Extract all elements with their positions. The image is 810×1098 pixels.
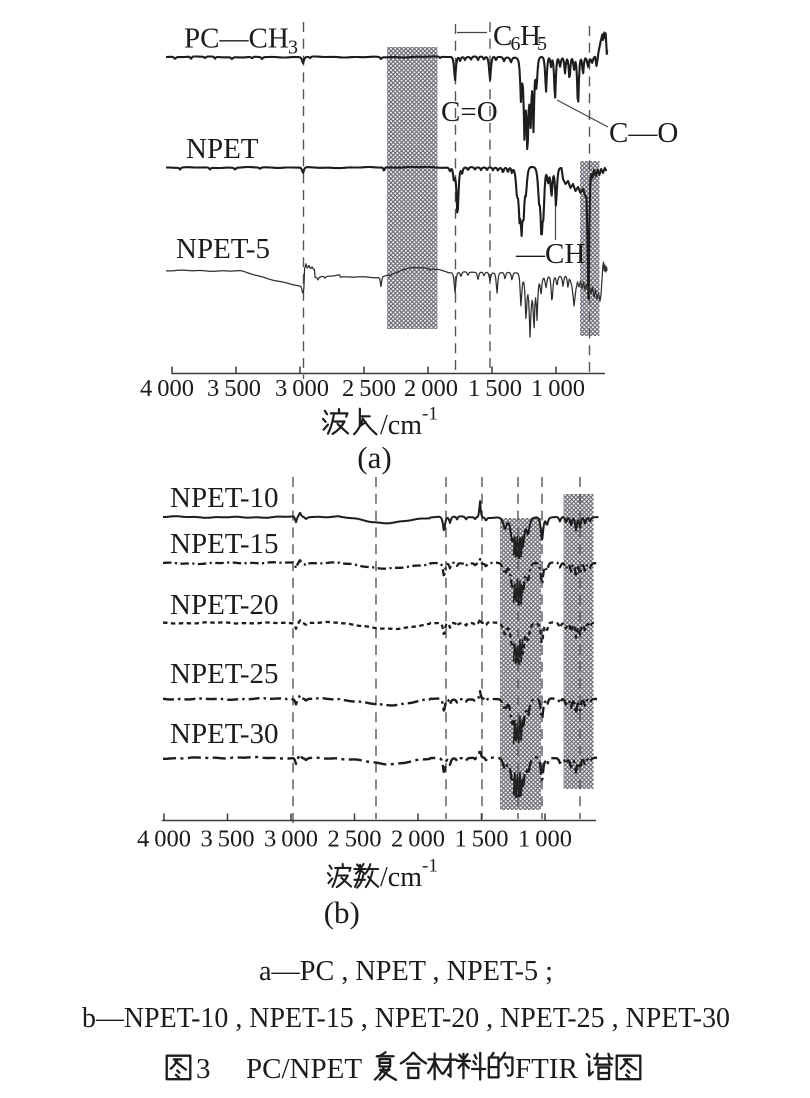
svg-text:4 000: 4 000 <box>140 375 194 402</box>
svg-text:—CH: —CH <box>515 238 585 270</box>
svg-text:3 000: 3 000 <box>275 375 329 402</box>
svg-text:(b): (b) <box>324 895 360 930</box>
svg-text:a—PC , NPET , NPET-5 ;: a—PC , NPET , NPET-5 ; <box>259 955 553 987</box>
svg-text:3 500: 3 500 <box>201 826 255 853</box>
svg-text:NPET-30: NPET-30 <box>170 718 279 750</box>
svg-text:1 000: 1 000 <box>531 375 585 402</box>
svg-text:C=O: C=O <box>441 96 498 128</box>
svg-text:2 000: 2 000 <box>391 826 445 853</box>
svg-text:1 500: 1 500 <box>468 375 522 402</box>
svg-text:/cm: /cm <box>380 410 422 441</box>
svg-text:NPET-15: NPET-15 <box>170 528 279 560</box>
svg-text:3 500: 3 500 <box>207 375 261 402</box>
svg-text:6: 6 <box>511 33 521 55</box>
svg-text:2 500: 2 500 <box>342 375 396 402</box>
svg-text:2 500: 2 500 <box>328 826 382 853</box>
svg-text:NPET-10: NPET-10 <box>170 482 279 514</box>
svg-text:/cm: /cm <box>380 862 422 893</box>
svg-text:3 000: 3 000 <box>264 826 318 853</box>
svg-text:1 500: 1 500 <box>455 826 509 853</box>
svg-text:-1: -1 <box>422 404 438 425</box>
svg-text:NPET-25: NPET-25 <box>170 658 279 690</box>
svg-text:NPET-5: NPET-5 <box>176 233 270 265</box>
svg-text:C: C <box>493 20 512 52</box>
svg-text:NPET-20: NPET-20 <box>170 589 279 621</box>
svg-text:H: H <box>520 20 541 52</box>
svg-text:2 000: 2 000 <box>404 375 458 402</box>
svg-text:b—NPET-10 , NPET-15 , NPET-20: b—NPET-10 , NPET-15 , NPET-20 , NPET-25 … <box>82 1002 730 1034</box>
svg-text:(a): (a) <box>357 440 391 475</box>
svg-text:NPET: NPET <box>186 133 259 165</box>
svg-text:3: 3 <box>288 37 298 59</box>
svg-text:3: 3 <box>196 1053 211 1085</box>
svg-text:5: 5 <box>537 33 547 55</box>
svg-text:C—O: C—O <box>609 117 678 149</box>
svg-text:PC—CH: PC—CH <box>184 23 289 55</box>
svg-text:4 000: 4 000 <box>137 826 191 853</box>
svg-text:PC/NPET: PC/NPET <box>246 1053 362 1085</box>
svg-text:FTIR: FTIR <box>515 1053 579 1085</box>
svg-text:-1: -1 <box>422 856 438 877</box>
svg-text:1 000: 1 000 <box>518 826 572 853</box>
